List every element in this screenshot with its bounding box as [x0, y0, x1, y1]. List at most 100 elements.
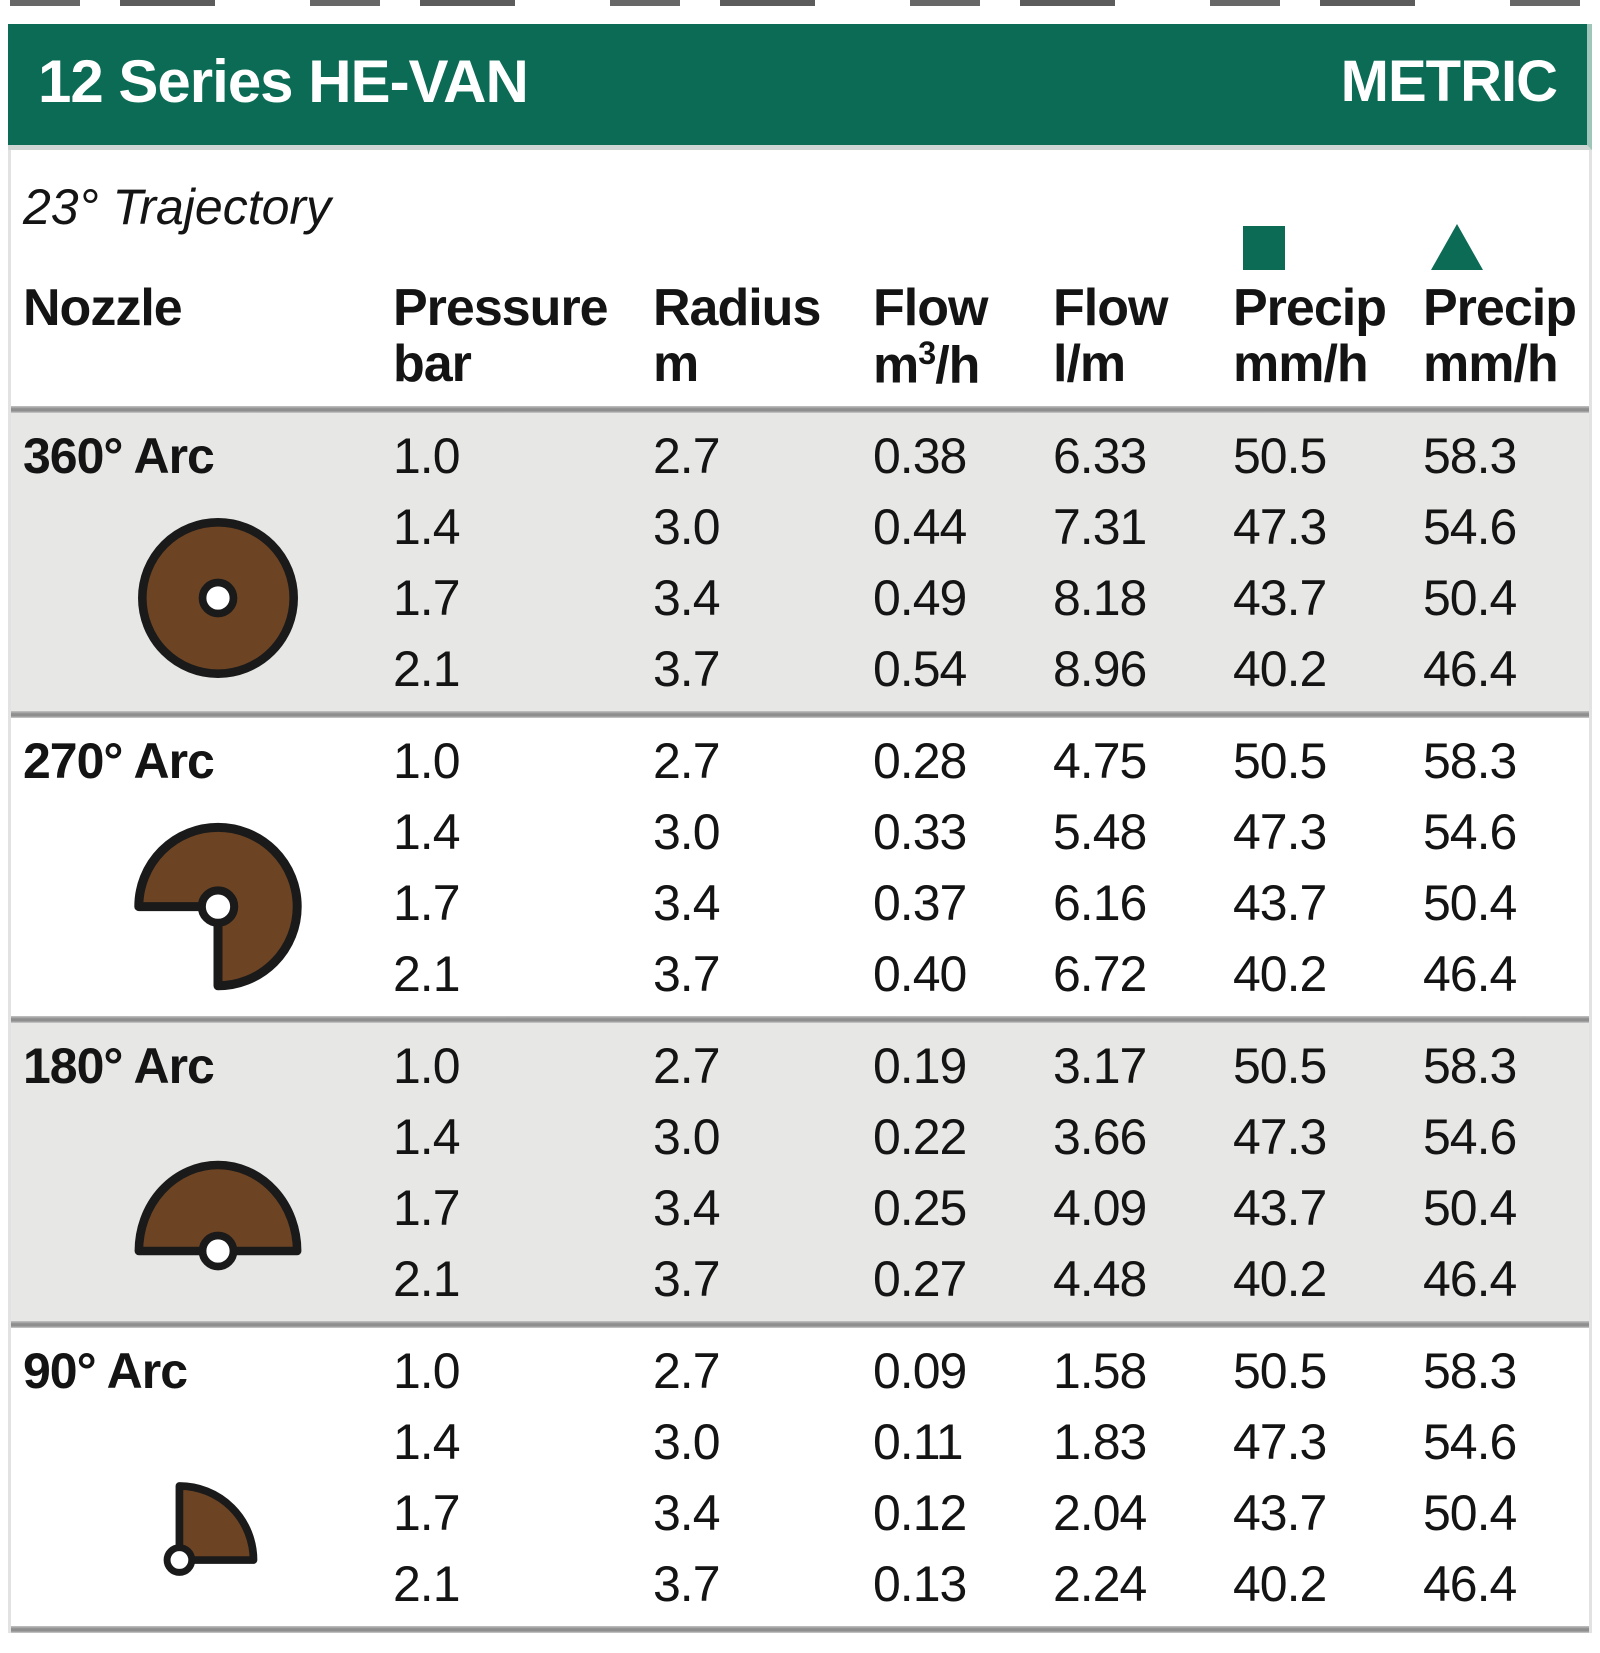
precip-square-value: 50.5 — [1233, 1038, 1327, 1095]
radius-value: 3.7 — [653, 641, 721, 698]
flow-lm-value: 5.48 — [1053, 804, 1147, 861]
precip-triangle-value: 58.3 — [1423, 428, 1517, 485]
precip-square-value: 47.3 — [1233, 804, 1327, 861]
column-header-flow-m3h: Flow m3/h — [873, 280, 1053, 394]
section-divider — [11, 1320, 1589, 1328]
radius-value: 3.4 — [653, 1180, 721, 1237]
column-header-radius: Radius m — [653, 279, 821, 394]
precip-triangle-value: 54.6 — [1423, 1109, 1517, 1166]
precip-square-value: 50.5 — [1233, 1343, 1327, 1400]
precip-triangle-legend — [1423, 224, 1589, 272]
flow-lm-value: 2.04 — [1053, 1485, 1147, 1542]
subheader-row: 23° Trajectory — [11, 150, 1589, 272]
pressure-value: 2.1 — [393, 946, 461, 1003]
radius-value: 3.0 — [653, 1414, 721, 1471]
flow-m3h-value: 0.33 — [873, 804, 967, 861]
arc-270-icon — [118, 797, 318, 1010]
nozzle-section-arc-180: 180° Arc 1.0 2.7 0.19 3.17 50.5 58.3 1.4 3.0 0.2… — [11, 1022, 1589, 1321]
pressure-value: 1.4 — [393, 804, 461, 861]
precip-triangle-value: 50.4 — [1423, 875, 1517, 932]
pressure-value: 1.7 — [393, 1485, 461, 1542]
section-divider — [11, 1015, 1589, 1023]
pressure-value: 1.7 — [393, 1180, 461, 1237]
pressure-value: 1.0 — [393, 428, 461, 485]
precip-square-value: 40.2 — [1233, 641, 1327, 698]
arc-label: 270° Arc — [23, 733, 215, 790]
flow-m3h-value: 0.49 — [873, 570, 967, 627]
column-header-precip-square: Precip mm/h — [1233, 279, 1387, 394]
flow-lm-value: 2.24 — [1053, 1556, 1147, 1613]
radius-value: 3.4 — [653, 875, 721, 932]
precip-triangle-value: 46.4 — [1423, 1556, 1517, 1613]
column-header-pressure: Pressure bar — [393, 279, 609, 394]
pressure-value: 1.4 — [393, 499, 461, 556]
square-icon — [1243, 226, 1285, 270]
precip-square-value: 43.7 — [1233, 1485, 1327, 1542]
spec-table: 23° Trajectory Nozzle Pressure bar Radius… — [8, 150, 1592, 1633]
triangle-icon — [1431, 224, 1483, 270]
radius-value: 3.7 — [653, 946, 721, 1003]
arc-180-icon — [118, 1102, 318, 1315]
flow-m3h-value: 0.19 — [873, 1038, 967, 1095]
radius-value: 3.0 — [653, 499, 721, 556]
precip-square-value: 50.5 — [1233, 428, 1327, 485]
flow-m3h-value: 0.28 — [873, 733, 967, 790]
column-header-row: Nozzle Pressure bar Radius m Flow m3/h Flow… — [11, 272, 1589, 406]
flow-lm-value: 8.18 — [1053, 570, 1147, 627]
section-divider — [11, 405, 1589, 413]
pressure-value: 1.4 — [393, 1414, 461, 1471]
radius-value: 3.7 — [653, 1251, 721, 1308]
precip-square-value: 43.7 — [1233, 875, 1327, 932]
precip-triangle-value: 58.3 — [1423, 733, 1517, 790]
radius-value: 3.0 — [653, 1109, 721, 1166]
radius-value: 2.7 — [653, 428, 721, 485]
flow-m3h-value: 0.38 — [873, 428, 967, 485]
pressure-value: 2.1 — [393, 1251, 461, 1308]
trajectory-label: 23° Trajectory — [23, 179, 332, 235]
nozzle-section-arc-360: 360° Arc 1.0 2.7 0.38 6.33 50.5 58.3 1.4 3.0 0.4… — [11, 412, 1589, 711]
flow-m3h-value: 0.11 — [873, 1414, 964, 1471]
flow-lm-value: 6.16 — [1053, 875, 1147, 932]
precip-square-value: 47.3 — [1233, 1109, 1327, 1166]
nozzle-section-arc-270: 270° Arc 1.0 2.7 0.28 4.75 50.5 58.3 1.4 3.0 0.3… — [11, 718, 1589, 1016]
precip-square-value: 47.3 — [1233, 1414, 1327, 1471]
pressure-value: 1.0 — [393, 733, 461, 790]
flow-m3h-value: 0.13 — [873, 1556, 967, 1613]
precip-triangle-value: 50.4 — [1423, 1180, 1517, 1237]
radius-value: 3.0 — [653, 804, 721, 861]
arc-label: 360° Arc — [23, 428, 215, 485]
precip-triangle-value: 50.4 — [1423, 570, 1517, 627]
flow-lm-value: 1.83 — [1053, 1414, 1147, 1471]
pressure-value: 1.0 — [393, 1343, 461, 1400]
arc-label: 180° Arc — [23, 1038, 215, 1095]
precip-square-value: 40.2 — [1233, 946, 1327, 1003]
precip-triangle-value: 50.4 — [1423, 1485, 1517, 1542]
precip-square-value: 43.7 — [1233, 570, 1327, 627]
radius-value: 3.4 — [653, 1485, 721, 1542]
flow-lm-value: 3.17 — [1053, 1038, 1147, 1095]
precip-triangle-value: 46.4 — [1423, 1251, 1517, 1308]
column-header-precip-triangle: Precip mm/h — [1423, 279, 1577, 394]
cropped-content-artifact — [10, 0, 1590, 6]
radius-value: 2.7 — [653, 733, 721, 790]
radius-value: 2.7 — [653, 1343, 721, 1400]
table-title-bar: 12 Series HE-VAN METRIC — [8, 24, 1592, 150]
metric-badge: METRIC — [1340, 49, 1558, 114]
flow-lm-value: 3.66 — [1053, 1109, 1147, 1166]
precip-square-legend — [1233, 226, 1423, 272]
pressure-value: 1.7 — [393, 570, 461, 627]
page-title: 12 Series HE-VAN — [38, 48, 529, 115]
flow-lm-value: 6.33 — [1053, 428, 1147, 485]
flow-m3h-value: 0.27 — [873, 1251, 967, 1308]
nozzle-section-arc-90: 90° Arc 1.0 2.7 0.09 1.58 50.5 58.3 1.4 3.0 0.11… — [11, 1328, 1589, 1626]
bottom-margin — [8, 1633, 1592, 1653]
precip-triangle-value: 46.4 — [1423, 946, 1517, 1003]
precip-square-value: 40.2 — [1233, 1251, 1327, 1308]
radius-value: 3.7 — [653, 1556, 721, 1613]
table-sections: 360° Arc 1.0 2.7 0.38 6.33 50.5 58.3 1.4 3.0 0.4… — [11, 412, 1589, 1633]
flow-m3h-value: 0.12 — [873, 1485, 967, 1542]
pressure-value: 2.1 — [393, 641, 461, 698]
precip-triangle-value: 54.6 — [1423, 499, 1517, 556]
precip-square-value: 40.2 — [1233, 1556, 1327, 1613]
